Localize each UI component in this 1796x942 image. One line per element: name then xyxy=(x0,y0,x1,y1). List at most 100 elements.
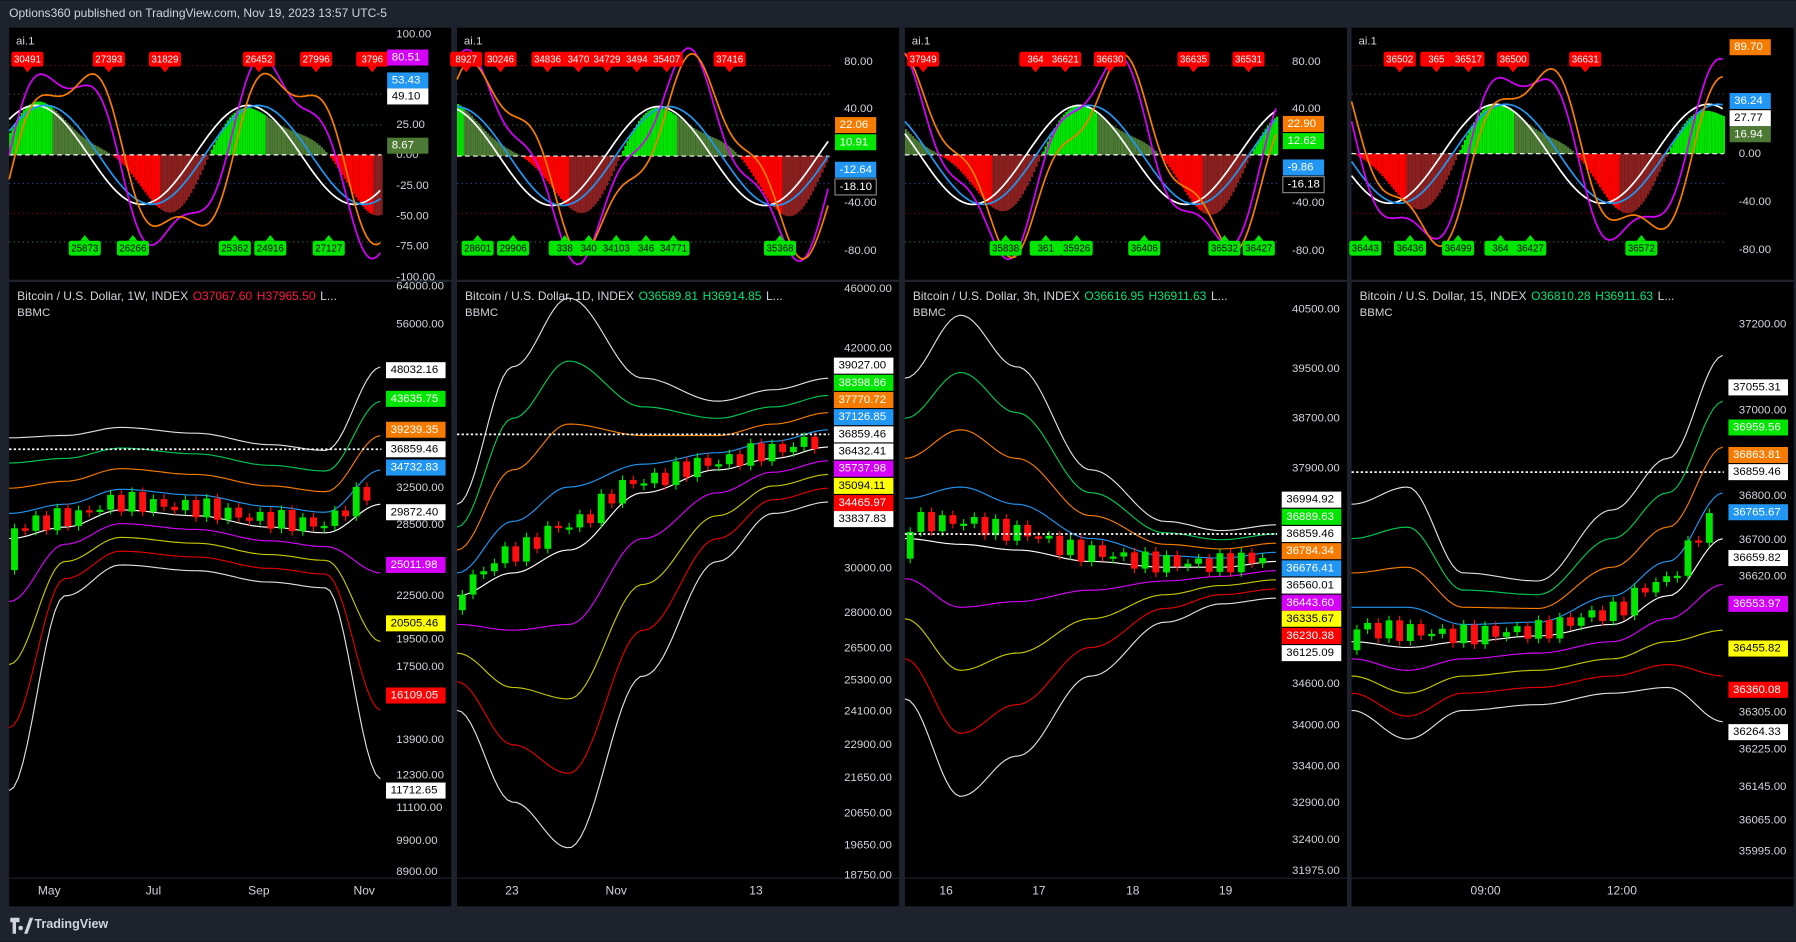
histogram-bar xyxy=(1502,105,1506,154)
price-axis-label: 39500.00 xyxy=(1292,363,1340,375)
oscillator-line xyxy=(904,104,1277,206)
low-value: L... xyxy=(1211,289,1228,303)
osc-axis-label: -80.00 xyxy=(1292,245,1324,257)
candle xyxy=(352,486,360,517)
histogram-bar xyxy=(1033,154,1036,173)
histogram-bar xyxy=(1159,154,1162,156)
osc-value-label: 49.10 xyxy=(392,90,421,102)
buy-signal xyxy=(1393,240,1427,256)
osc-value-tag xyxy=(387,88,429,105)
histogram-bar xyxy=(167,154,170,213)
candle xyxy=(501,546,509,564)
histogram-bar xyxy=(532,156,535,167)
osc-value-tag xyxy=(834,178,877,196)
histogram-bar xyxy=(1530,125,1533,154)
histogram-bar xyxy=(325,152,328,155)
histogram-bar xyxy=(457,104,460,157)
histogram-bar xyxy=(1127,134,1130,155)
histogram-bar xyxy=(1562,144,1565,154)
histogram-bar xyxy=(466,111,469,157)
histogram-bar xyxy=(752,156,755,177)
buy-signal xyxy=(1625,240,1658,256)
histogram-bar xyxy=(1129,135,1132,155)
buy-signal xyxy=(600,240,633,256)
header: Options360 published on TradingView.com,… xyxy=(9,6,387,20)
price-tag xyxy=(833,495,894,512)
price-axis-label: 37000.00 xyxy=(1739,404,1787,416)
price-axis-label: 34000.00 xyxy=(1292,719,1340,731)
buy-pointer xyxy=(1360,235,1370,241)
histogram-bar xyxy=(162,154,165,212)
histogram-bar xyxy=(160,154,163,210)
histogram-bar xyxy=(800,156,803,210)
price-tag xyxy=(1728,640,1788,657)
candle xyxy=(597,493,605,524)
buy-signal-label: 34771 xyxy=(660,243,687,254)
histogram-bar xyxy=(153,154,156,204)
histogram-bar xyxy=(1060,117,1063,155)
oscillator-line xyxy=(904,104,1277,206)
price-tag xyxy=(833,511,894,528)
price-axis-label: 37200.00 xyxy=(1739,318,1787,330)
histogram-bar xyxy=(1518,116,1522,154)
price-tag xyxy=(1728,550,1788,567)
price-tag-label: 36455.82 xyxy=(1733,643,1781,655)
band-line xyxy=(9,400,381,472)
histogram-bar xyxy=(637,120,641,157)
histogram-bar xyxy=(596,156,600,202)
histogram-bar xyxy=(22,110,26,155)
candle xyxy=(704,457,712,466)
histogram-bar xyxy=(511,151,515,157)
histogram-bar xyxy=(286,128,289,155)
candle xyxy=(1024,524,1032,537)
histogram-bar xyxy=(1069,108,1073,155)
histogram-bar xyxy=(656,107,659,157)
histogram-bar xyxy=(741,156,744,160)
sell-signal-label: 36500 xyxy=(1500,54,1528,65)
sell-signal-label: 30246 xyxy=(487,54,514,65)
histogram-bar xyxy=(41,101,44,155)
sell-signal-label: 8927 xyxy=(455,54,477,65)
price-axis-label: 26500.00 xyxy=(844,643,892,655)
price-tag-label: 38398.86 xyxy=(838,377,886,389)
histogram-bar xyxy=(793,156,797,215)
price-tag xyxy=(833,477,894,494)
price-tag-label: 36784.34 xyxy=(1286,545,1334,557)
histogram-bar xyxy=(265,116,269,155)
candle xyxy=(1438,628,1446,634)
histogram-bar xyxy=(528,156,531,163)
histogram-bar xyxy=(553,156,556,191)
candle xyxy=(970,516,978,524)
sell-pointer xyxy=(160,66,170,73)
sell-signal xyxy=(1569,51,1602,67)
histogram-bar xyxy=(571,156,574,210)
footer: TradingView xyxy=(34,917,108,931)
band-line xyxy=(8,550,381,729)
histogram-bar xyxy=(254,109,257,155)
histogram-bar xyxy=(633,128,636,157)
histogram-bar xyxy=(329,154,333,158)
histogram-bar xyxy=(1525,122,1528,154)
histogram-bar xyxy=(569,156,572,209)
candle xyxy=(203,498,211,518)
histogram-bar xyxy=(1635,153,1638,210)
histogram-bar xyxy=(1250,153,1254,155)
candle xyxy=(608,493,616,504)
histogram-bar xyxy=(1667,151,1671,154)
price-tag xyxy=(386,687,446,704)
histogram-bar xyxy=(1466,135,1469,154)
histogram-bar xyxy=(484,130,487,157)
histogram-bar xyxy=(647,111,650,157)
histogram-bar xyxy=(557,156,561,197)
histogram-bar xyxy=(1028,154,1031,182)
price-axis-label: 17500.00 xyxy=(396,661,444,673)
buy-signal xyxy=(254,240,287,256)
candle xyxy=(1248,552,1256,564)
candle xyxy=(768,444,776,462)
histogram-bar xyxy=(359,154,362,204)
histogram-bar xyxy=(1221,154,1224,209)
band-line xyxy=(456,412,829,551)
sell-signal-label: 35407 xyxy=(653,54,680,65)
histogram-bar xyxy=(311,140,314,155)
